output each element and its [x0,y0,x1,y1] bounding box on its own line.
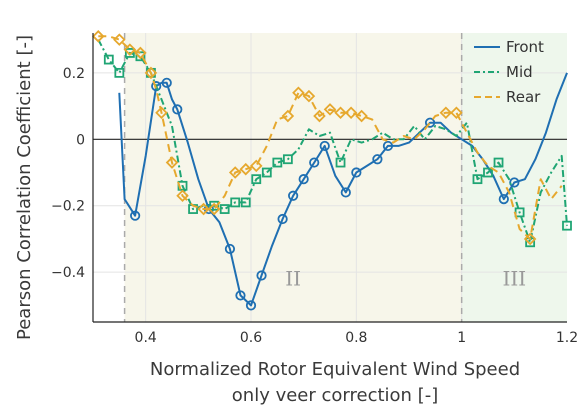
data-point-front [151,81,162,92]
data-point-rear [355,109,368,123]
data-point-front [245,300,257,311]
data-point-mid [103,54,114,65]
data-point-rear [249,159,263,173]
axis-titles: Normalized Rotor Equivalent Wind Speed o… [14,35,520,406]
data-point-rear [439,106,453,119]
data-point-front [382,140,394,152]
data-point-rear [323,103,337,116]
data-point-front [424,117,436,128]
data-point-front [256,270,267,281]
data-point-mid [124,48,135,58]
data-point-rear [197,202,210,216]
data-point-rear [113,33,126,46]
region-boundaries [123,33,463,322]
data-point-mid [472,174,483,185]
data-point-mid [282,154,293,165]
data-point-mid [335,157,346,168]
data-point-rear [176,189,189,203]
data-point-rear [239,162,253,176]
data-point-front [340,187,351,198]
data-point-mid [483,167,493,178]
series-line-rear [98,35,563,240]
region-labels: II III [285,266,526,290]
series-line-front [118,72,568,307]
data-point-mid [230,197,241,208]
data-point-front [130,210,141,221]
series-front [118,72,568,311]
data-point-front [351,167,362,178]
data-point-rear [313,109,326,123]
data-point-rear [207,202,221,216]
data-point-front [498,193,509,205]
data-point-front [309,157,320,168]
axes [92,33,567,323]
data-point-front [319,140,330,152]
data-point-mid [209,200,220,211]
region-label: II [285,266,301,290]
data-point-rear [523,232,537,246]
legend-label-mid: Mid [506,63,533,81]
data-point-mid [240,197,251,208]
data-point-rear [155,106,168,119]
data-point-rear [144,66,158,80]
x-axis-title-line2: only veer correction [-] [232,385,438,406]
data-point-rear [281,109,295,123]
data-point-rear [165,156,179,169]
data-point-mid [493,157,504,168]
data-point-mid [272,157,283,168]
y-tick-label: −0.2 [51,199,85,215]
data-point-front [161,77,172,88]
data-point-front [277,213,288,225]
data-point-front [288,190,299,201]
x-tick-label: 0.4 [135,330,157,346]
data-point-mid [251,174,262,185]
data-point-rear [228,166,242,179]
tick-labels: 0.4 0.6 0.8 1 1.2 −0.4 −0.2 0 0.2 [51,66,578,346]
data-point-front [372,154,383,165]
legend-label-rear: Rear [506,88,541,106]
data-point-mid [219,204,230,214]
data-point-rear [134,46,147,60]
series-line-mid [97,39,568,244]
data-point-rear [91,30,105,43]
data-point-mid [114,67,125,78]
series-rear [91,30,563,246]
data-point-front [172,104,183,115]
data-point-mid [261,167,272,178]
y-tick-label: −0.4 [51,265,85,281]
data-point-front [509,177,520,188]
y-tick-label: 0 [76,132,85,148]
region-label: III [502,266,526,290]
series-lines [91,30,572,311]
y-tick-label: 0.2 [63,66,85,82]
data-point-rear [123,43,137,56]
x-tick-label: 0.8 [345,330,367,346]
data-point-rear [344,106,358,119]
data-point-rear [302,89,316,103]
x-axis-title: Normalized Rotor Equivalent Wind Speed [150,359,520,380]
data-point-front [235,290,246,301]
data-point-front [298,174,309,185]
x-tick-label: 0.6 [240,330,262,346]
data-point-rear [292,86,305,100]
data-point-mid [562,220,572,231]
y-axis-title: Pearson Correlation Coefficient [-] [14,35,35,340]
plot-background [93,33,567,322]
data-point-rear [334,106,347,119]
region-shade-left [124,33,462,322]
legend-label-front: Front [506,38,544,56]
x-tick-label: 1.2 [556,330,578,346]
legend: Front Mid Rear [474,38,544,106]
data-point-rear [450,106,463,119]
data-point-front [224,243,236,255]
x-tick-label: 1 [457,330,466,346]
